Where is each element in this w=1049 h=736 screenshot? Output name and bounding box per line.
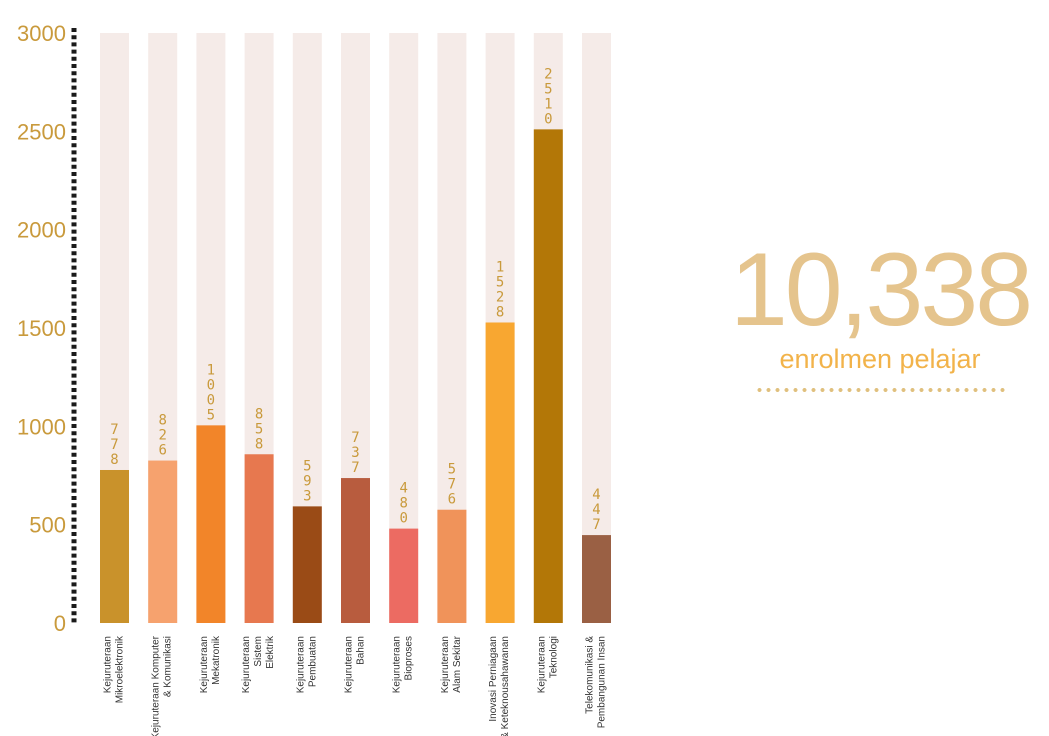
kpi-label: enrolmen pelajar xyxy=(779,344,981,374)
bar xyxy=(485,322,515,623)
y-tick-label: 1500 xyxy=(17,316,66,341)
bar xyxy=(389,528,419,623)
x-tick-label: KejuruteraanTeknologi xyxy=(536,636,559,693)
bar xyxy=(582,535,611,623)
x-tick-label: KejuruteraanMikroelektronik xyxy=(103,635,126,703)
y-tick-label: 2500 xyxy=(17,119,66,144)
bar xyxy=(292,506,322,623)
bar xyxy=(244,454,274,623)
bar xyxy=(341,478,370,623)
x-tick-label: KejuruteraanBioproses xyxy=(392,636,415,693)
x-tick-label: KejuruteraanSistemElektrik xyxy=(241,635,276,693)
bar xyxy=(196,425,226,623)
x-tick-label: Telekomunikasi &Pembangunan Insan xyxy=(585,636,608,729)
x-tick-label: KejuruteraanAlam Sekitar xyxy=(440,635,463,693)
bar-track xyxy=(582,33,611,623)
kpi-dotted-divider xyxy=(755,387,1005,393)
x-tick-label: KejuruteraanBahan xyxy=(344,636,367,693)
bar-chart: 0 500 1000 1500 2000 2500 3000 7 7 8 KejuruteraanM… xyxy=(17,21,611,736)
bar xyxy=(533,129,563,623)
bar xyxy=(148,460,178,623)
y-tick-label: 500 xyxy=(29,513,66,538)
x-tick-label: Kejuruteraan Komputer& Komunikasi xyxy=(151,635,174,736)
kpi-value: 10,338 xyxy=(729,232,1033,348)
x-tick-label: KejuruteraanMekatronik xyxy=(199,635,222,693)
bar xyxy=(100,469,129,623)
x-tick-label: Inovasi Perniagaan& Keteknousahawanan xyxy=(488,636,511,736)
x-tick-label: KejuruteraanPembuatan xyxy=(295,636,318,693)
bar xyxy=(437,509,467,623)
y-tick-label: 1000 xyxy=(17,414,66,439)
y-tick-label: 2000 xyxy=(17,218,66,243)
bar-track xyxy=(389,33,419,623)
kpi-panel: 10,338 enrolmen pelajar xyxy=(720,238,1040,393)
y-tick-label: 3000 xyxy=(17,21,66,46)
y-tick-label: 0 xyxy=(54,611,66,636)
